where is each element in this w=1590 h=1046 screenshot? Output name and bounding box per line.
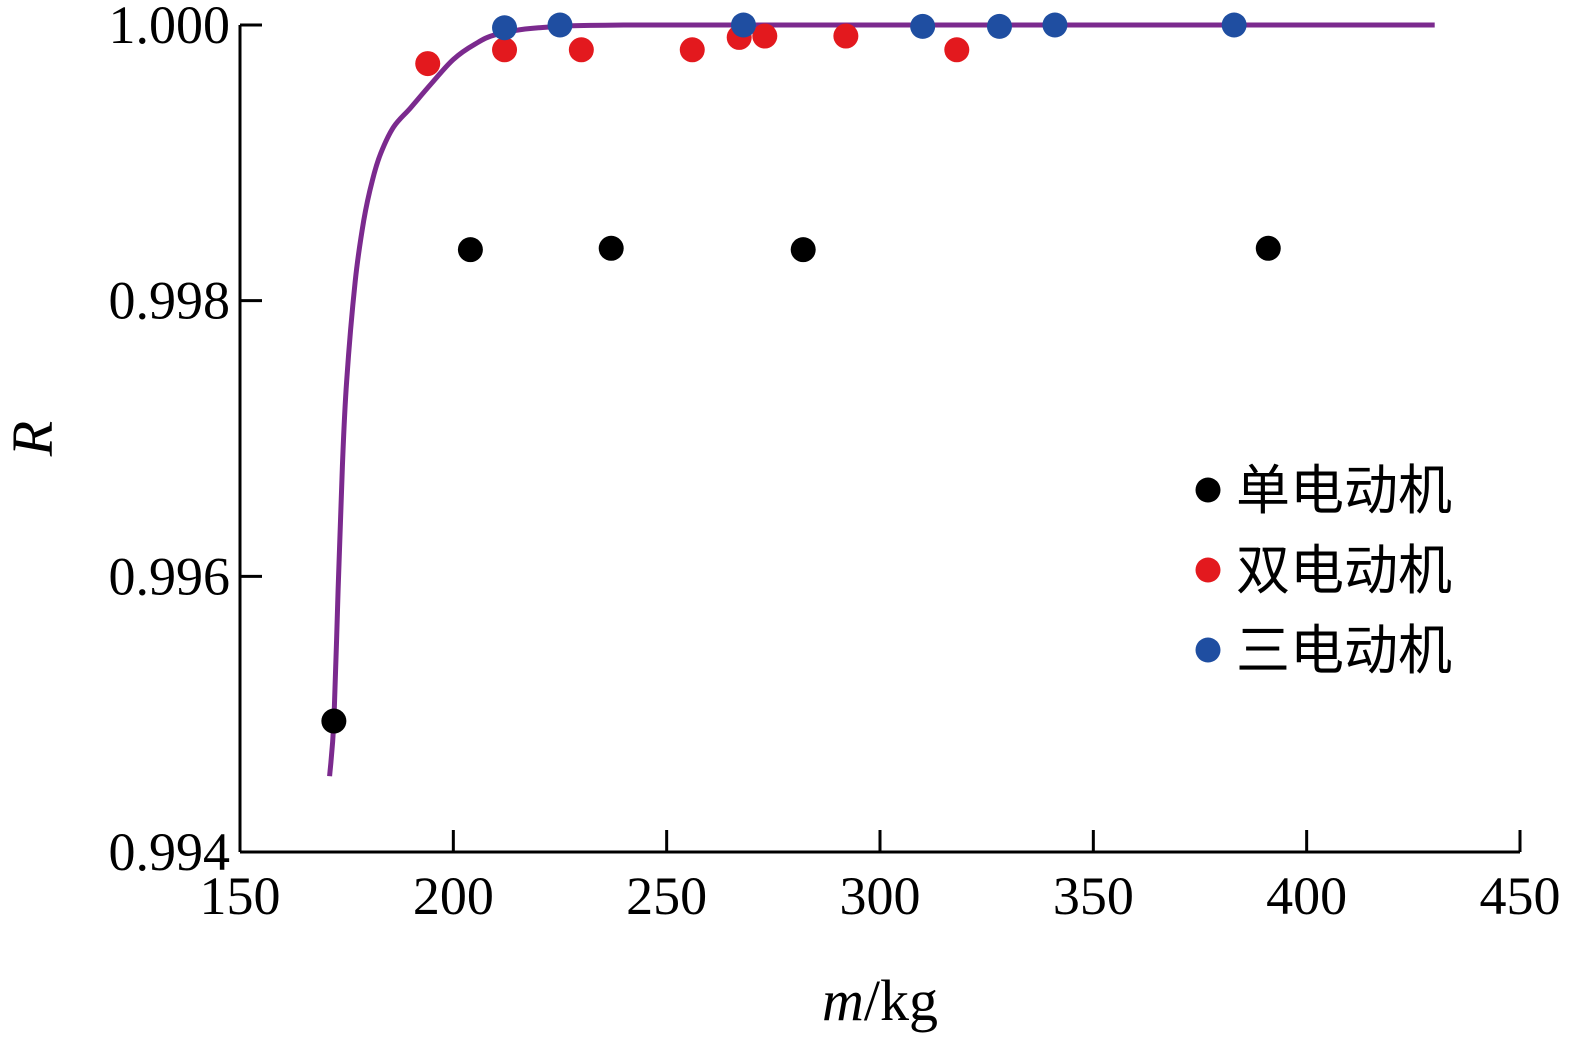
x-tick-label: 450 (1480, 866, 1561, 926)
y-axis-label: R (0, 421, 65, 457)
x-tick-label: 400 (1266, 866, 1347, 926)
y-tick-label: 0.994 (109, 822, 231, 882)
y-tick-label: 0.998 (109, 271, 231, 331)
series-2 (415, 23, 970, 77)
data-points (321, 12, 1281, 734)
legend-marker (1195, 637, 1221, 663)
series-3 (492, 12, 1247, 41)
data-point (492, 15, 518, 41)
x-axis-label: m/kg (822, 968, 938, 1033)
legend-label: 三电动机 (1236, 619, 1452, 682)
x-axis-variable: m (822, 968, 864, 1033)
data-point (321, 708, 347, 734)
series-1 (321, 235, 1281, 734)
data-point (752, 23, 778, 49)
data-point (944, 37, 970, 63)
data-point (598, 235, 624, 261)
data-point (910, 13, 936, 39)
data-point (547, 12, 573, 38)
x-tick-label: 200 (413, 866, 494, 926)
x-tick-label: 350 (1053, 866, 1134, 926)
data-point (1042, 12, 1068, 38)
legend-marker (1195, 557, 1221, 583)
data-point (1255, 235, 1281, 261)
data-point (679, 37, 705, 63)
data-point (1221, 12, 1247, 38)
x-tick-label: 250 (626, 866, 707, 926)
y-tick-label: 1.000 (109, 0, 231, 55)
legend-item: 单电动机 (1195, 459, 1452, 522)
fit-curve (327, 22, 1435, 777)
data-point (492, 37, 518, 63)
legend-label: 单电动机 (1236, 459, 1452, 522)
legend-item: 三电动机 (1195, 619, 1452, 682)
data-point (568, 37, 594, 63)
axes (238, 25, 1520, 854)
legend-marker (1195, 477, 1221, 503)
data-point (833, 23, 859, 49)
data-point (790, 237, 816, 263)
legend-label: 双电动机 (1236, 539, 1452, 602)
x-tick-label: 300 (840, 866, 921, 926)
data-point (986, 13, 1012, 39)
y-tick-label: 0.996 (109, 546, 231, 606)
legend-item: 双电动机 (1195, 539, 1452, 602)
data-point (730, 12, 756, 38)
x-axis-unit: /kg (864, 968, 938, 1033)
x-tick-label: 150 (200, 866, 281, 926)
data-point (457, 237, 483, 263)
data-point (415, 51, 441, 77)
ticks: 150 200 250 300 350 400 450 0.994 0.996 0.998 1.00… (109, 0, 1561, 926)
